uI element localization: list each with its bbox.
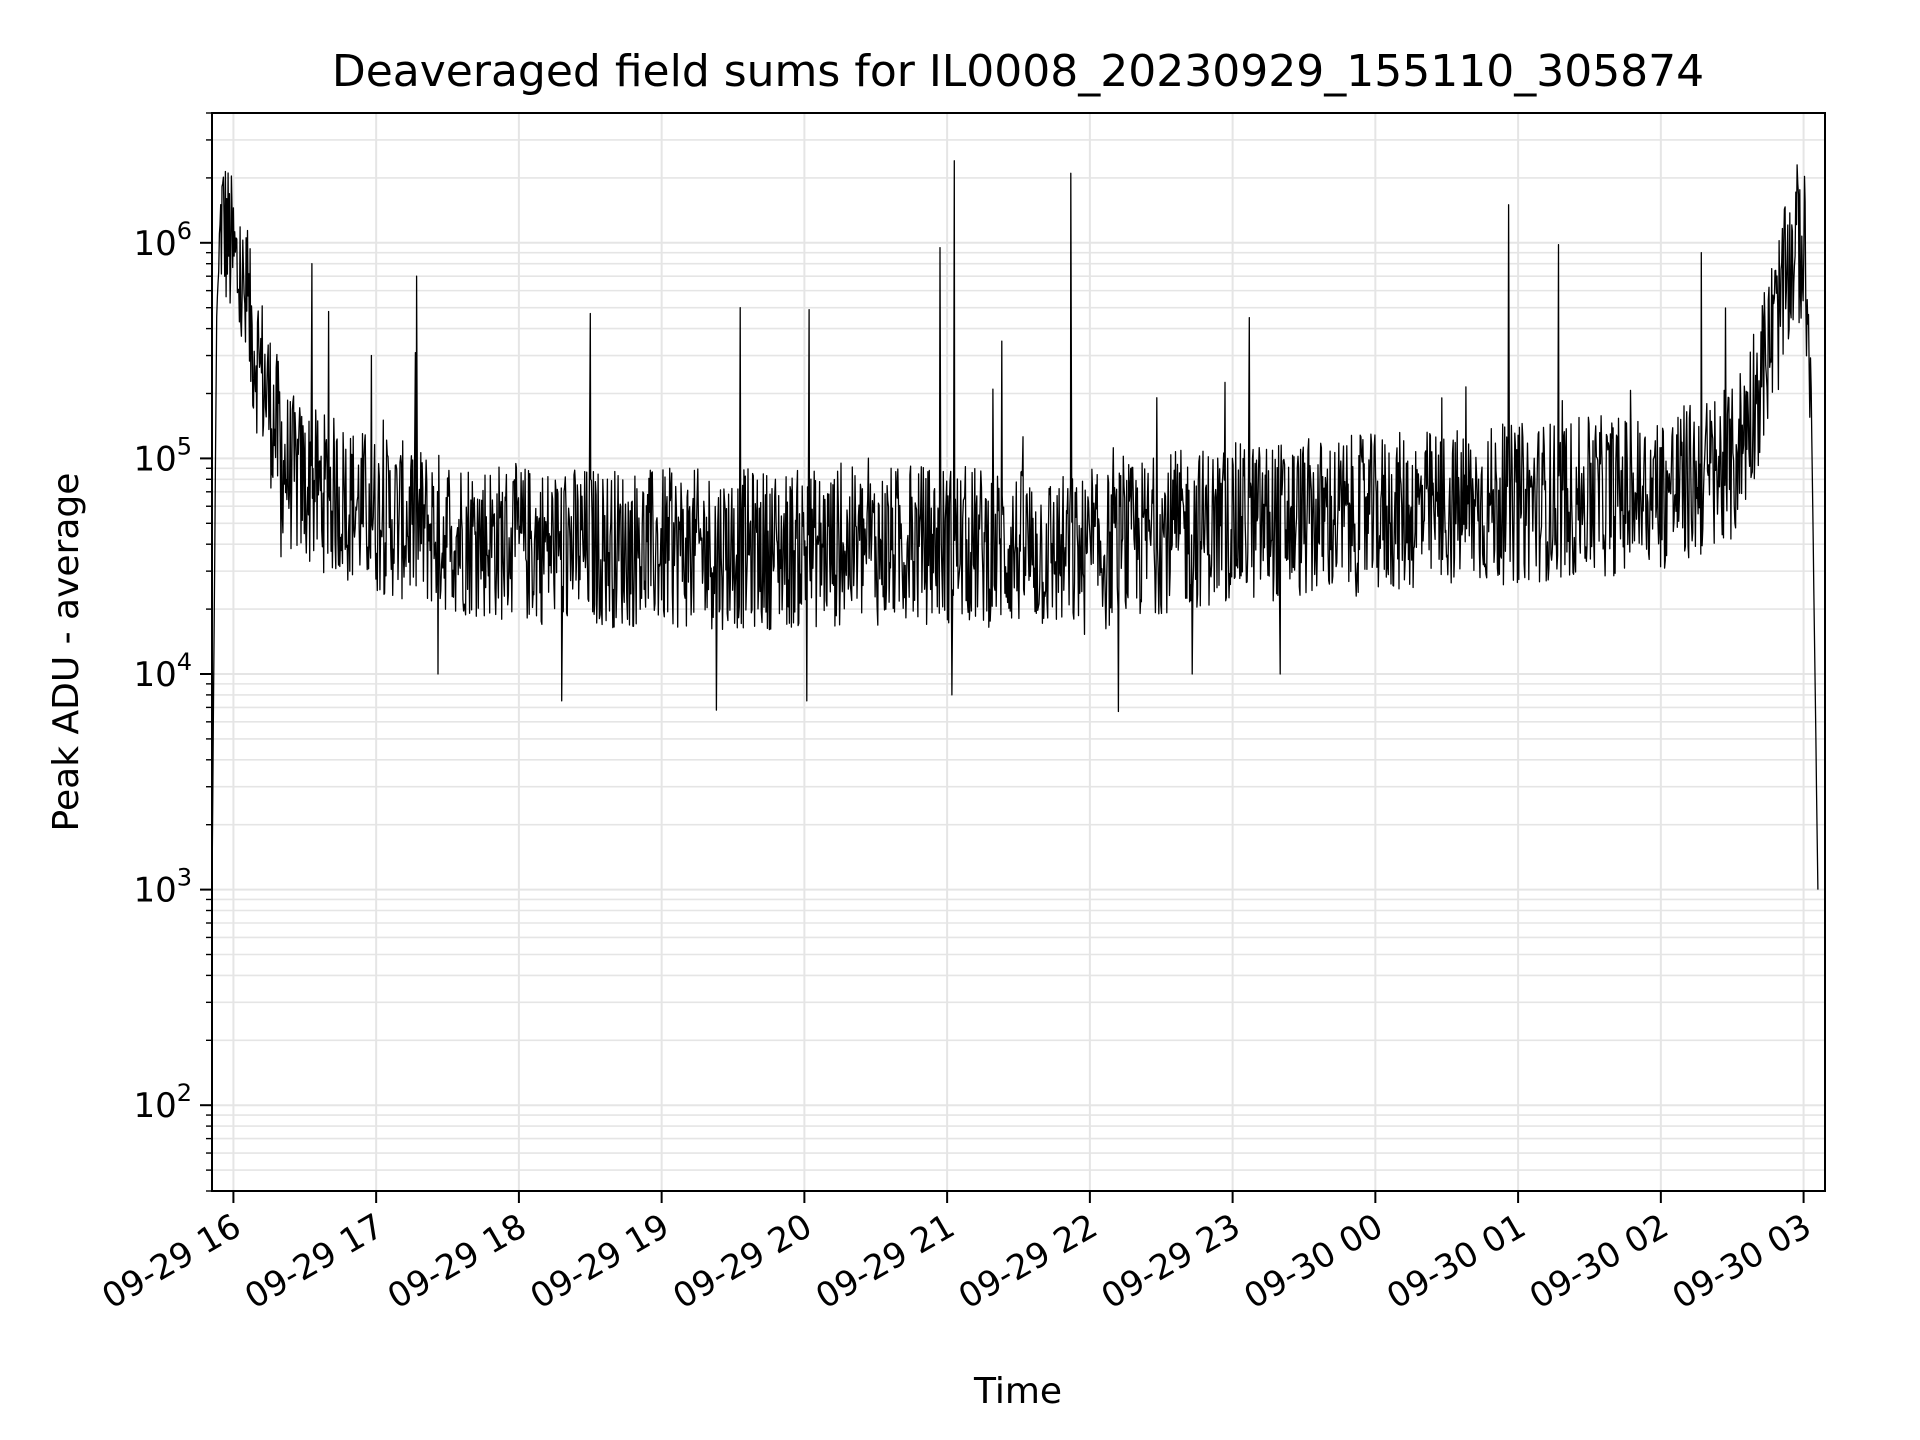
x-axis-label: Time <box>973 1371 1062 1412</box>
y-tick-label: 102 <box>133 1079 192 1126</box>
y-axis-label: Peak ADU - average <box>46 473 87 832</box>
series-line <box>211 160 1819 890</box>
y-tick-label: 104 <box>133 648 192 695</box>
y-ticks: 102 103 104 105 106 <box>133 112 212 1192</box>
chart-title: Deaveraged field sums for IL0008_2023092… <box>332 46 1704 97</box>
series <box>211 160 1819 890</box>
y-tick-label: 106 <box>133 217 192 264</box>
plot-frame <box>211 112 1826 1192</box>
y-tick-label: 105 <box>133 432 192 479</box>
y-tick-label: 103 <box>133 864 192 911</box>
